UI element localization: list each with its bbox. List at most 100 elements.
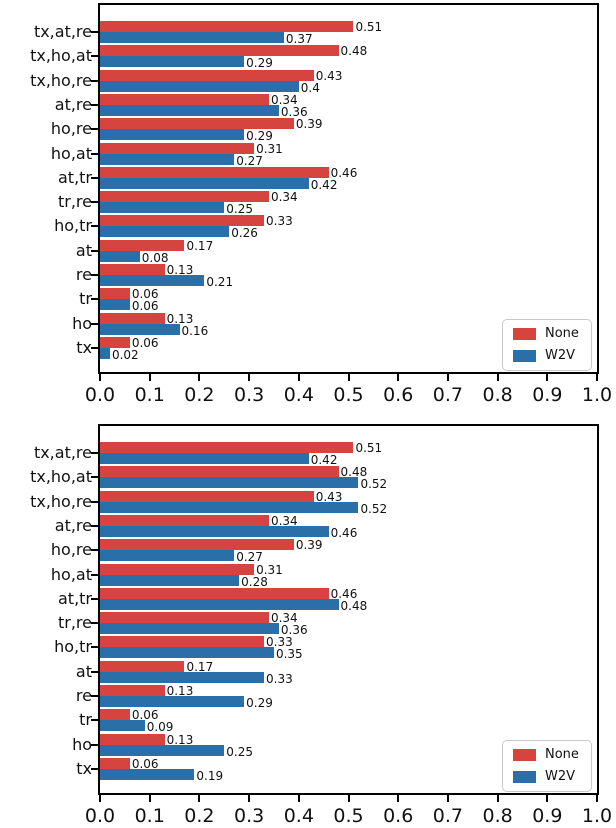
x-tick-label: 1.0 [581,384,613,406]
x-tick-label: 0.5 [333,805,364,827]
bar-value-label: 0.13 [166,311,194,326]
bar-w2v [100,323,180,335]
bar-none [100,709,130,721]
bar-none [100,21,354,32]
y-tick [91,322,98,325]
y-tick [91,549,98,552]
bar-value-label: 0.37 [285,32,313,46]
bar-none [100,312,165,324]
y-tick [91,79,98,82]
bar-value-label: 0.25 [226,202,253,217]
category-label: at [75,240,92,260]
bar-value-label: 0.17 [186,238,214,253]
category-label: at,tr [57,167,92,187]
bar-value-label: 0.17 [186,659,214,674]
bar-value-label: 0.33 [266,214,293,229]
bar-none [100,539,294,551]
bar-none [100,239,185,251]
legend-label: W2V [545,348,576,363]
bar-value-label: 0.31 [256,562,283,577]
x-tick [248,795,251,802]
x-tick-label: 0.5 [333,384,364,406]
y-tick [91,597,98,600]
x-tick-label: 0.1 [134,805,165,827]
bar-value-label: 0.21 [206,275,234,289]
bar-w2v [100,720,145,732]
y-tick [91,743,98,746]
bar-none [100,514,269,526]
x-tick-label: 0.4 [283,384,314,406]
bar-w2v [100,768,195,780]
x-tick [596,374,598,381]
x-tick [397,795,400,802]
bar-none [100,442,354,453]
bar-value-label: 0.52 [360,501,388,516]
category-label: at,re [54,515,92,535]
bar-none [100,612,269,624]
bar-value-label: 0.29 [246,56,273,71]
legend-entry: None [513,747,581,763]
x-tick [546,795,549,802]
bar-none [100,191,269,203]
x-tick [347,374,350,381]
x-tick-label: 0.0 [84,384,116,406]
x-tick [397,374,400,381]
bar-value-label: 0.42 [310,453,338,467]
x-tick [148,795,151,802]
bar-w2v [100,299,130,311]
bar-none [100,166,329,178]
bar-value-label: 0.06 [131,299,159,314]
y-tick [91,201,98,204]
y-tick [91,719,98,722]
bar-value-label: 0.19 [196,768,224,783]
bar-w2v [100,202,225,214]
bar-value-label: 0.25 [226,744,253,759]
bar-value-label: 0.31 [256,141,283,156]
bar-value-label: 0.16 [181,323,209,338]
bar-none [100,288,130,300]
legend: None W2V [502,319,592,371]
bar-value-label: 0.36 [280,104,308,119]
x-tick [297,795,300,802]
x-tick [496,374,499,381]
category-label: ho,tr [54,216,92,236]
legend: None W2V [502,740,592,792]
bar-value-label: 0.29 [246,696,273,710]
x-tick [198,795,201,802]
bar-value-label: 0.43 [315,68,343,83]
y-tick [91,152,98,155]
category-label: ho [72,313,92,333]
bar-w2v [100,250,140,262]
bar-w2v [100,56,245,68]
x-tick [347,795,350,802]
category-label: tx,ho,at [30,46,92,66]
bar-value-label: 0.26 [231,226,258,241]
bar-value-label: 0.06 [131,756,159,771]
bar-w2v [100,453,309,464]
y-tick [91,274,98,276]
bar-w2v [100,32,284,43]
category-label: tx,at,re [33,443,92,462]
bar-value-label: 0.34 [270,190,298,205]
x-tick-label: 0.9 [532,384,563,406]
bar-none [100,336,130,348]
x-tick-label: 0.9 [532,805,563,827]
bar-value-label: 0.46 [330,586,358,601]
category-label: tx,ho,re [30,70,92,90]
bar-value-label: 0.27 [236,153,263,168]
bar-value-label: 0.27 [236,550,263,565]
bar-value-label: 0.06 [131,335,159,350]
y-tick [91,646,98,649]
category-label: tr [79,289,92,309]
bar-w2v [100,744,225,756]
bar-value-label: 0.4 [300,80,320,95]
y-tick [91,500,98,503]
x-tick [446,795,449,802]
y-tick [91,55,98,58]
x-tick-label: 1.0 [581,805,613,827]
bar-value-label: 0.46 [330,165,358,180]
x-tick [248,374,251,381]
category-label: at,tr [57,588,92,608]
bar-value-label: 0.51 [355,20,383,34]
y-tick [91,452,98,454]
